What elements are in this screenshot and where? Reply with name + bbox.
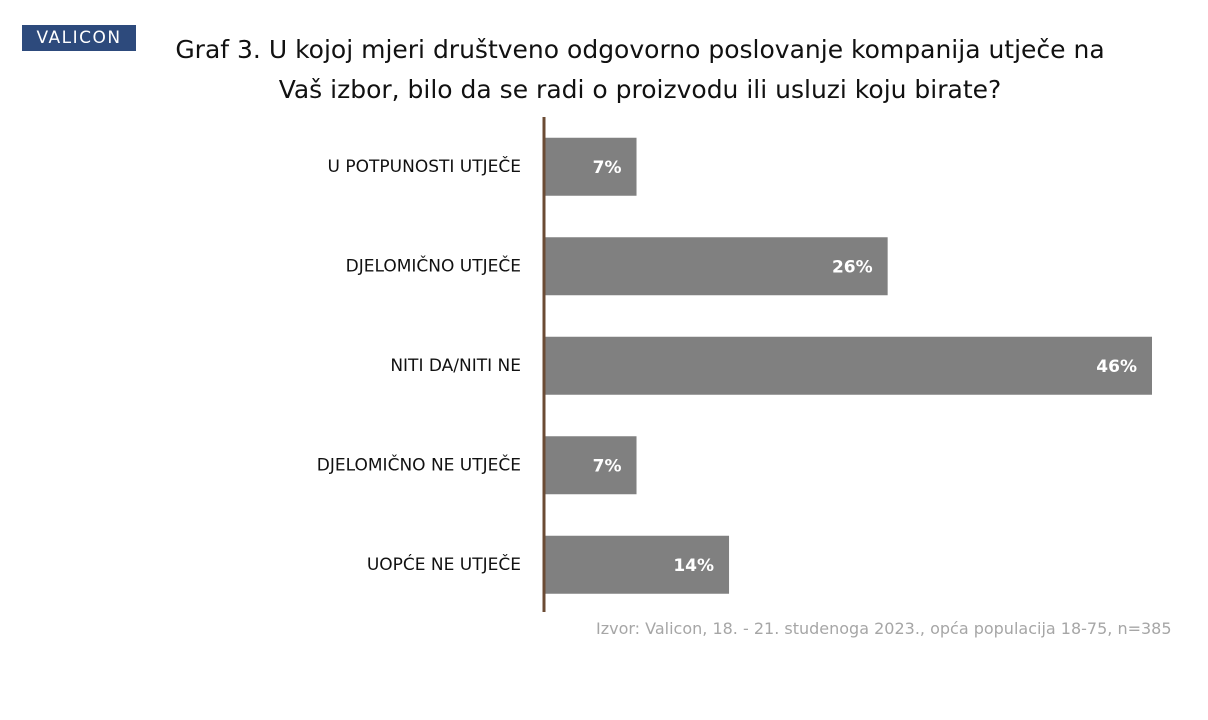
bar — [544, 237, 888, 296]
category-label: U POTPUNOSTI UTJEČE — [328, 155, 521, 177]
chart-title: Graf 3. U kojoj mjeri društveno odgovorn… — [175, 35, 1105, 104]
value-label: 46% — [1096, 357, 1137, 377]
value-label: 7% — [593, 158, 622, 178]
bar — [544, 436, 637, 495]
category-label: DJELOMIČNO UTJEČE — [346, 254, 521, 276]
value-label: 26% — [832, 257, 873, 277]
category-label: NITI DA/NITI NE — [390, 356, 521, 376]
bar — [544, 336, 1152, 395]
brand-logo: VALICON — [22, 25, 136, 51]
category-label: UOPĆE NE UTJEČE — [367, 553, 521, 575]
value-label: 7% — [593, 456, 622, 476]
value-label: 14% — [673, 556, 714, 576]
source-note: Izvor: Valicon, 18. - 21. studenoga 2023… — [596, 619, 1172, 638]
bar — [544, 137, 637, 196]
bar — [544, 535, 730, 594]
category-label: DJELOMIČNO NE UTJEČE — [317, 453, 521, 475]
